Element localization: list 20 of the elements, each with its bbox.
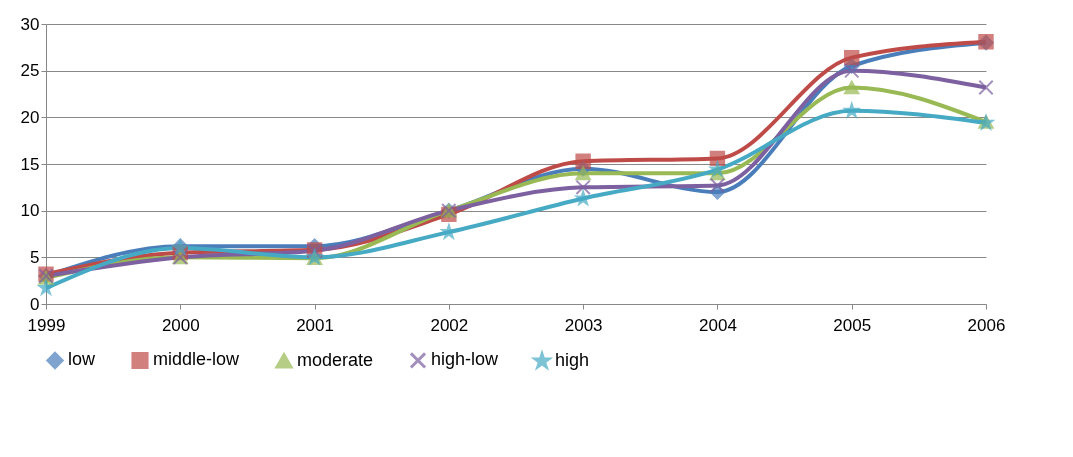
x-tick-label: 2004 [699, 315, 737, 335]
x-tick-label: 2000 [161, 315, 200, 335]
y-tick-label: 15 [20, 154, 40, 174]
x-tick-label: 2002 [430, 315, 469, 335]
y-tick-label: 20 [20, 107, 40, 127]
x-tick-label: 2005 [833, 315, 872, 335]
legend-label: high-low [431, 349, 500, 370]
legend-label: middle-low [153, 349, 241, 370]
legend-label: low [68, 349, 97, 370]
x-tick-label: 1999 [27, 315, 66, 335]
x-tick-label: 2006 [967, 315, 1006, 335]
y-tick-label: 10 [20, 201, 40, 221]
x-tick-label: 2001 [296, 315, 334, 335]
y-tick-label: 0 [30, 294, 40, 314]
x-tick-label: 2003 [564, 315, 603, 335]
y-tick-label: 30 [20, 14, 40, 34]
y-tick-label: 5 [30, 247, 40, 267]
legend-label: moderate [297, 349, 374, 370]
y-tick-label: 25 [20, 61, 40, 81]
legend-label: high [555, 350, 590, 371]
